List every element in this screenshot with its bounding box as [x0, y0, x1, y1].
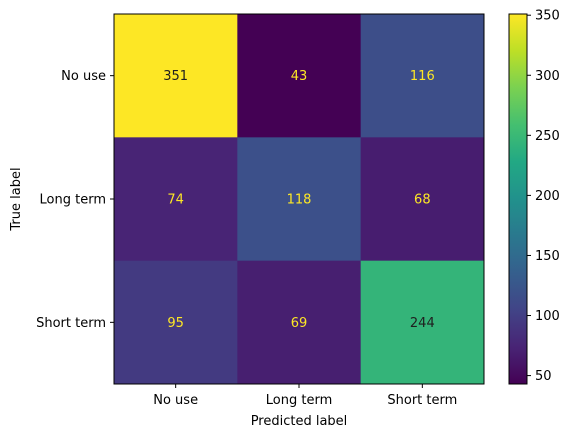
y-tick-label: No use [61, 69, 106, 84]
cell-value-labels: 351 43 116 74 118 68 95 69 244 [163, 69, 434, 331]
cell-value-label: 68 [414, 193, 431, 208]
colorbar-tick-label: 100 [535, 309, 560, 324]
colorbar-tick-label: 200 [535, 189, 560, 204]
colorbar [508, 13, 528, 385]
y-tick-label: Long term [40, 193, 106, 208]
cell-value-label: 74 [167, 193, 184, 208]
cell-value-label: 116 [410, 69, 435, 84]
x-axis-ticks: No use Long term Short term [153, 384, 457, 408]
cell-value-label: 118 [287, 193, 312, 208]
y-axis-ticks: No use Long term Short term [36, 69, 114, 331]
cell-value-label: 95 [167, 316, 184, 331]
colorbar-tick-label: 350 [535, 9, 560, 24]
heatmap-cell [360, 14, 485, 138]
cell-value-label: 69 [291, 316, 308, 331]
heatmap-cell [237, 14, 362, 138]
cell-value-label: 244 [410, 316, 435, 331]
x-tick-label: Long term [266, 393, 332, 408]
x-tick-label: Short term [387, 393, 457, 408]
y-axis-label: True label [9, 167, 24, 231]
heatmap-cell [114, 14, 238, 138]
colorbar-tick-label: 250 [535, 129, 560, 144]
x-tick-label: No use [153, 393, 198, 408]
heatmap-cell [114, 260, 238, 385]
cell-value-label: 43 [291, 69, 308, 84]
cell-value-label: 351 [163, 69, 188, 84]
colorbar-tick-label: 50 [535, 369, 552, 384]
heatmap-cell [360, 260, 485, 385]
colorbar-tick-label: 300 [535, 69, 560, 84]
x-axis-label: Predicted label [251, 414, 348, 429]
heatmap-cell [237, 137, 362, 262]
heatmap-cell [237, 260, 362, 385]
colorbar-ticks: 50 100 150 200 250 300 350 [527, 9, 560, 384]
colorbar-tick-label: 150 [535, 249, 560, 264]
heatmap-cell [114, 137, 238, 262]
heatmap-cell [360, 137, 485, 262]
heatmap-cells [114, 14, 485, 385]
y-tick-label: Short term [36, 316, 106, 331]
